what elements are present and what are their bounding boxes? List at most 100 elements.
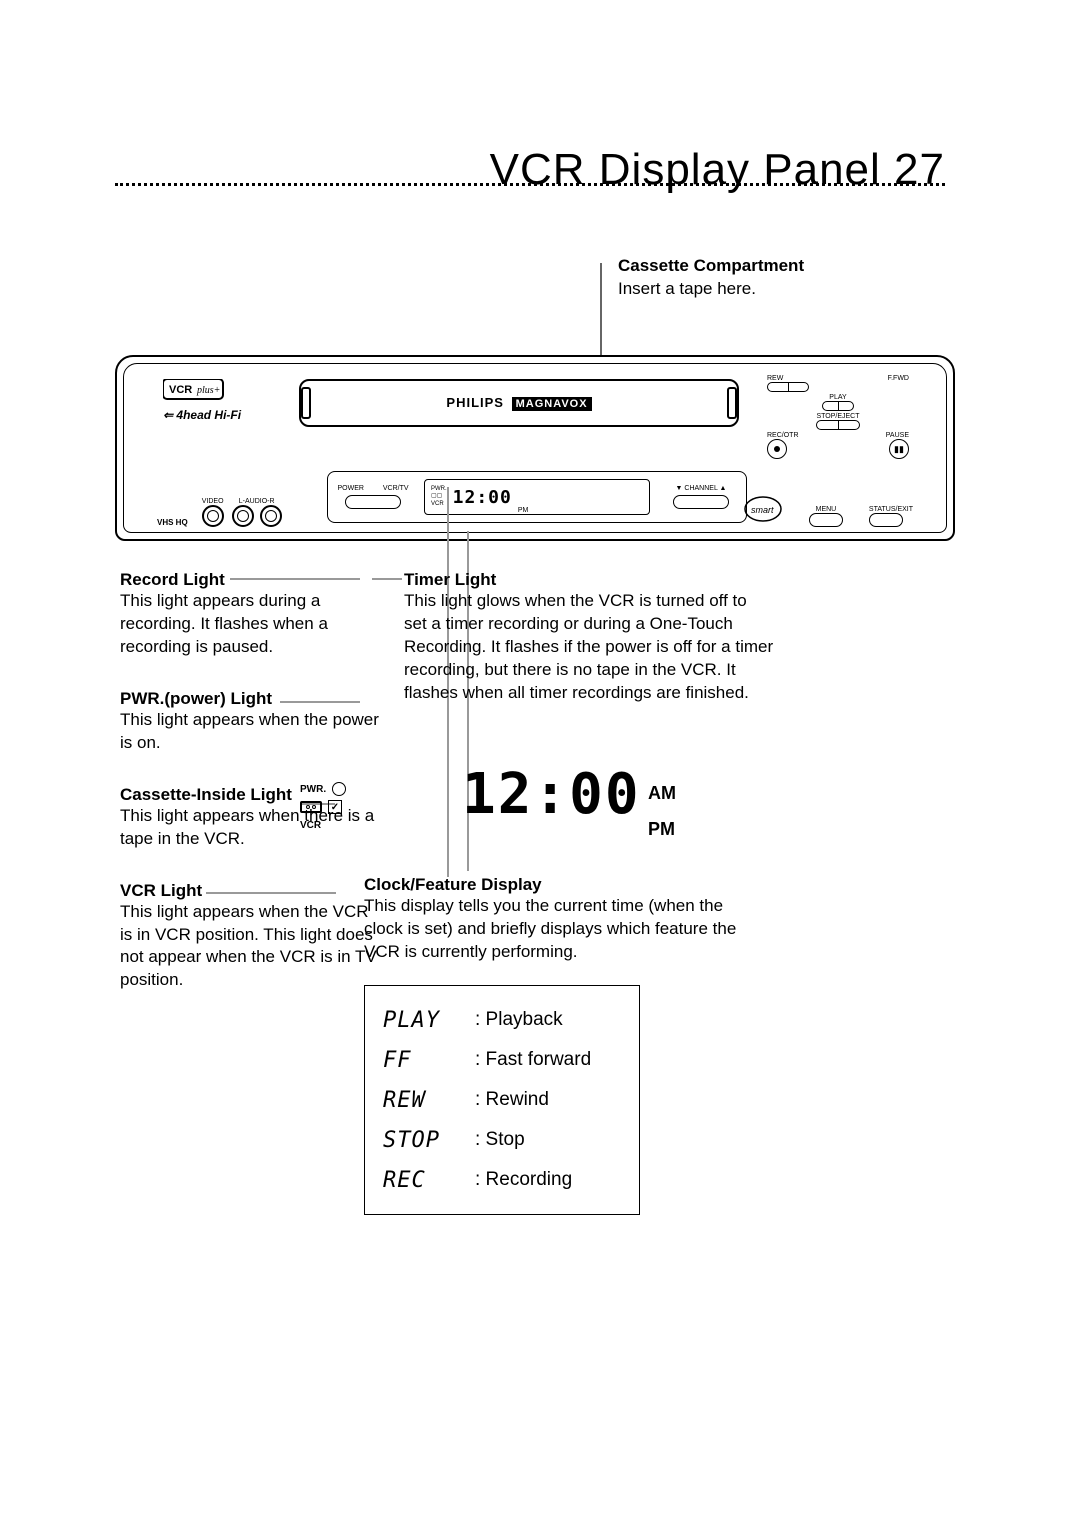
detail-pwr-label: PWR. — [300, 784, 326, 795]
record-light-label: Record Light — [120, 570, 380, 590]
pwr-indicator-icon — [332, 782, 346, 796]
cassette-indicator-icon — [300, 801, 322, 813]
svg-text:plus+: plus+ — [196, 385, 220, 396]
av-jacks: VHS HQ VIDEO L-AUDIO-R — [157, 498, 282, 527]
cassette-compartment-text: Insert a tape here. — [618, 278, 898, 301]
feature-text: : Stop — [475, 1129, 525, 1151]
brand-center: PHILIPS MAGNAVOX — [446, 395, 591, 410]
feature-glyph-table: PLAY : Playback FF : Fast forward REW : … — [364, 985, 640, 1215]
feature-glyph: STOP — [383, 1128, 453, 1153]
pause-label: PAUSE — [886, 432, 909, 439]
record-light-text: This light appears during a recording. I… — [120, 590, 380, 659]
dotted-rule — [115, 183, 945, 186]
leader-line — [206, 892, 336, 894]
video-jack-label: VIDEO — [202, 498, 224, 505]
detail-vcr-label: VCR — [300, 820, 321, 831]
transport-buttons: REW F.FWD PLAY STOP/EJECT REC/OTR PAUSE … — [763, 375, 913, 455]
big-clock-time: 12:00 — [462, 770, 642, 820]
svg-text:smart: smart — [751, 505, 774, 515]
feature-row: FF : Fast forward — [383, 1040, 621, 1080]
brand-magnavox: MAGNAVOX — [512, 397, 592, 411]
display-pm: PM — [518, 507, 529, 514]
page-title: VCR Display Panel 27 — [490, 145, 945, 195]
stopeject-button[interactable] — [816, 420, 860, 430]
slot-handle-left — [301, 387, 311, 419]
channel-label: ▼ CHANNEL ▲ — [656, 485, 746, 492]
big-clock-display: 12:00 — [462, 770, 642, 860]
pwr-light-callout: PWR.(power) Light This light appears whe… — [120, 689, 380, 755]
power-label: POWER — [337, 485, 363, 492]
vcr-light-text: This light appears when the VCR is in VC… — [120, 901, 380, 993]
am-label: AM — [648, 775, 676, 811]
pwr-light-text: This light appears when the power is on. — [120, 709, 380, 755]
hifi-logo-icon: ⇐ 4head Hi-Fi — [163, 405, 273, 425]
display-window: PWR. ▢▢ VCR 12:00 PM — [424, 479, 650, 515]
leader-line — [230, 578, 360, 580]
status-button[interactable] — [869, 513, 903, 527]
timer-light-label: Timer Light — [404, 570, 774, 590]
feature-row: REW : Rewind — [383, 1080, 621, 1120]
vhs-hq-label: VHS HQ — [157, 518, 188, 527]
disp-cass-icon: ▢▢ — [431, 493, 447, 500]
page-number: 27 — [894, 145, 945, 194]
stopeject-label: STOP/EJECT — [816, 413, 859, 420]
vcr-light-callout: VCR Light This light appears when the VC… — [120, 881, 380, 993]
timer-light-text: This light glows when the VCR is turned … — [404, 590, 774, 705]
power-vcrtv-button[interactable] — [345, 495, 401, 509]
channel-button[interactable] — [673, 495, 729, 509]
svg-text:VCR: VCR — [169, 384, 192, 396]
recotr-label: REC/OTR — [767, 432, 799, 439]
clock-feature-callout: Clock/Feature Display This display tells… — [364, 875, 744, 964]
pm-label: PM — [648, 811, 676, 847]
status-label: STATUS/EXIT — [869, 506, 913, 513]
rew-label: REW — [767, 375, 783, 382]
feature-text: : Rewind — [475, 1089, 549, 1111]
vcrtv-label: VCR/TV — [383, 485, 409, 492]
audio-jack-label: L-AUDIO-R — [232, 498, 282, 505]
display-detail-panel: PWR. ✓ VCR — [300, 780, 368, 852]
rec-button[interactable] — [767, 439, 787, 459]
menu-button[interactable] — [809, 513, 843, 527]
svg-text:⇐ 4head Hi-Fi: ⇐ 4head Hi-Fi — [163, 408, 242, 422]
feature-row: STOP : Stop — [383, 1120, 621, 1160]
timer-check-icon: ✓ — [328, 800, 342, 814]
clock-feature-text: This display tells you the current time … — [364, 895, 744, 964]
signature-icon: smart — [743, 495, 783, 525]
timer-light-callout: Timer Light This light glows when the VC… — [404, 570, 774, 705]
display-status-icons: PWR. ▢▢ VCR — [431, 486, 447, 508]
play-button[interactable] — [822, 401, 854, 411]
feature-row: PLAY : Playback — [383, 1000, 621, 1040]
record-light-callout: Record Light This light appears during a… — [120, 570, 380, 659]
feature-glyph: FF — [383, 1048, 453, 1073]
title-text: VCR Display Panel — [490, 145, 881, 194]
slot-handle-right — [727, 387, 737, 419]
feature-text: : Playback — [475, 1009, 563, 1031]
pause-button[interactable]: ▮▮ — [889, 439, 909, 459]
vcr-light-label: VCR Light — [120, 881, 380, 901]
menu-status-buttons: MENU STATUS/EXIT — [809, 506, 913, 527]
audio-l-jack[interactable] — [232, 505, 254, 527]
ffwd-label: F.FWD — [888, 375, 909, 382]
video-jack[interactable] — [202, 505, 224, 527]
vcr-left-badge: VCR plus+ ⇐ 4head Hi-Fi — [163, 379, 273, 431]
center-control-panel: POWER VCR/TV PWR. ▢▢ VCR 12:00 PM ▼ CHAN… — [327, 471, 747, 523]
leader-line — [372, 578, 402, 580]
vcrplus-logo-icon: VCR plus+ — [163, 379, 263, 401]
feature-glyph: PLAY — [383, 1008, 453, 1033]
cassette-compartment-callout: Cassette Compartment Insert a tape here. — [618, 255, 898, 301]
clock-feature-label: Clock/Feature Display — [364, 875, 744, 895]
vcr-device: VCR plus+ ⇐ 4head Hi-Fi PHILIPS MAGNAVOX… — [115, 355, 955, 541]
cassette-slot: PHILIPS MAGNAVOX — [299, 379, 739, 427]
feature-text: : Fast forward — [475, 1049, 591, 1071]
feature-glyph: REW — [383, 1088, 453, 1113]
feature-text: : Recording — [475, 1169, 572, 1191]
audio-r-jack[interactable] — [260, 505, 282, 527]
leader-line — [280, 701, 360, 703]
cassette-compartment-label: Cassette Compartment — [618, 255, 898, 278]
feature-glyph: REC — [383, 1168, 453, 1193]
rew-ffwd-button[interactable] — [767, 382, 809, 392]
ampm-labels: AM PM — [648, 775, 676, 847]
vcr-lower-panel: VHS HQ VIDEO L-AUDIO-R POWER VCR/TV — [157, 461, 913, 531]
disp-pwr-label: PWR. — [431, 486, 447, 493]
display-time: 12:00 — [453, 487, 512, 508]
